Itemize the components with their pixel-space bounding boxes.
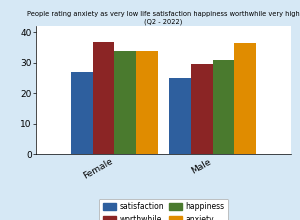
Bar bbox=[212, 60, 234, 154]
Legend: satisfaction, worthwhile, happiness, anxiety: satisfaction, worthwhile, happiness, anx… bbox=[99, 199, 228, 220]
Bar bbox=[169, 78, 191, 154]
Bar bbox=[234, 43, 256, 154]
Bar bbox=[71, 72, 93, 154]
Bar bbox=[136, 51, 158, 154]
Bar bbox=[115, 51, 136, 154]
Bar bbox=[191, 64, 212, 154]
Bar bbox=[93, 42, 115, 154]
Title: People rating anxiety as very low life satisfaction happiness worthwhile very hi: People rating anxiety as very low life s… bbox=[27, 11, 300, 25]
